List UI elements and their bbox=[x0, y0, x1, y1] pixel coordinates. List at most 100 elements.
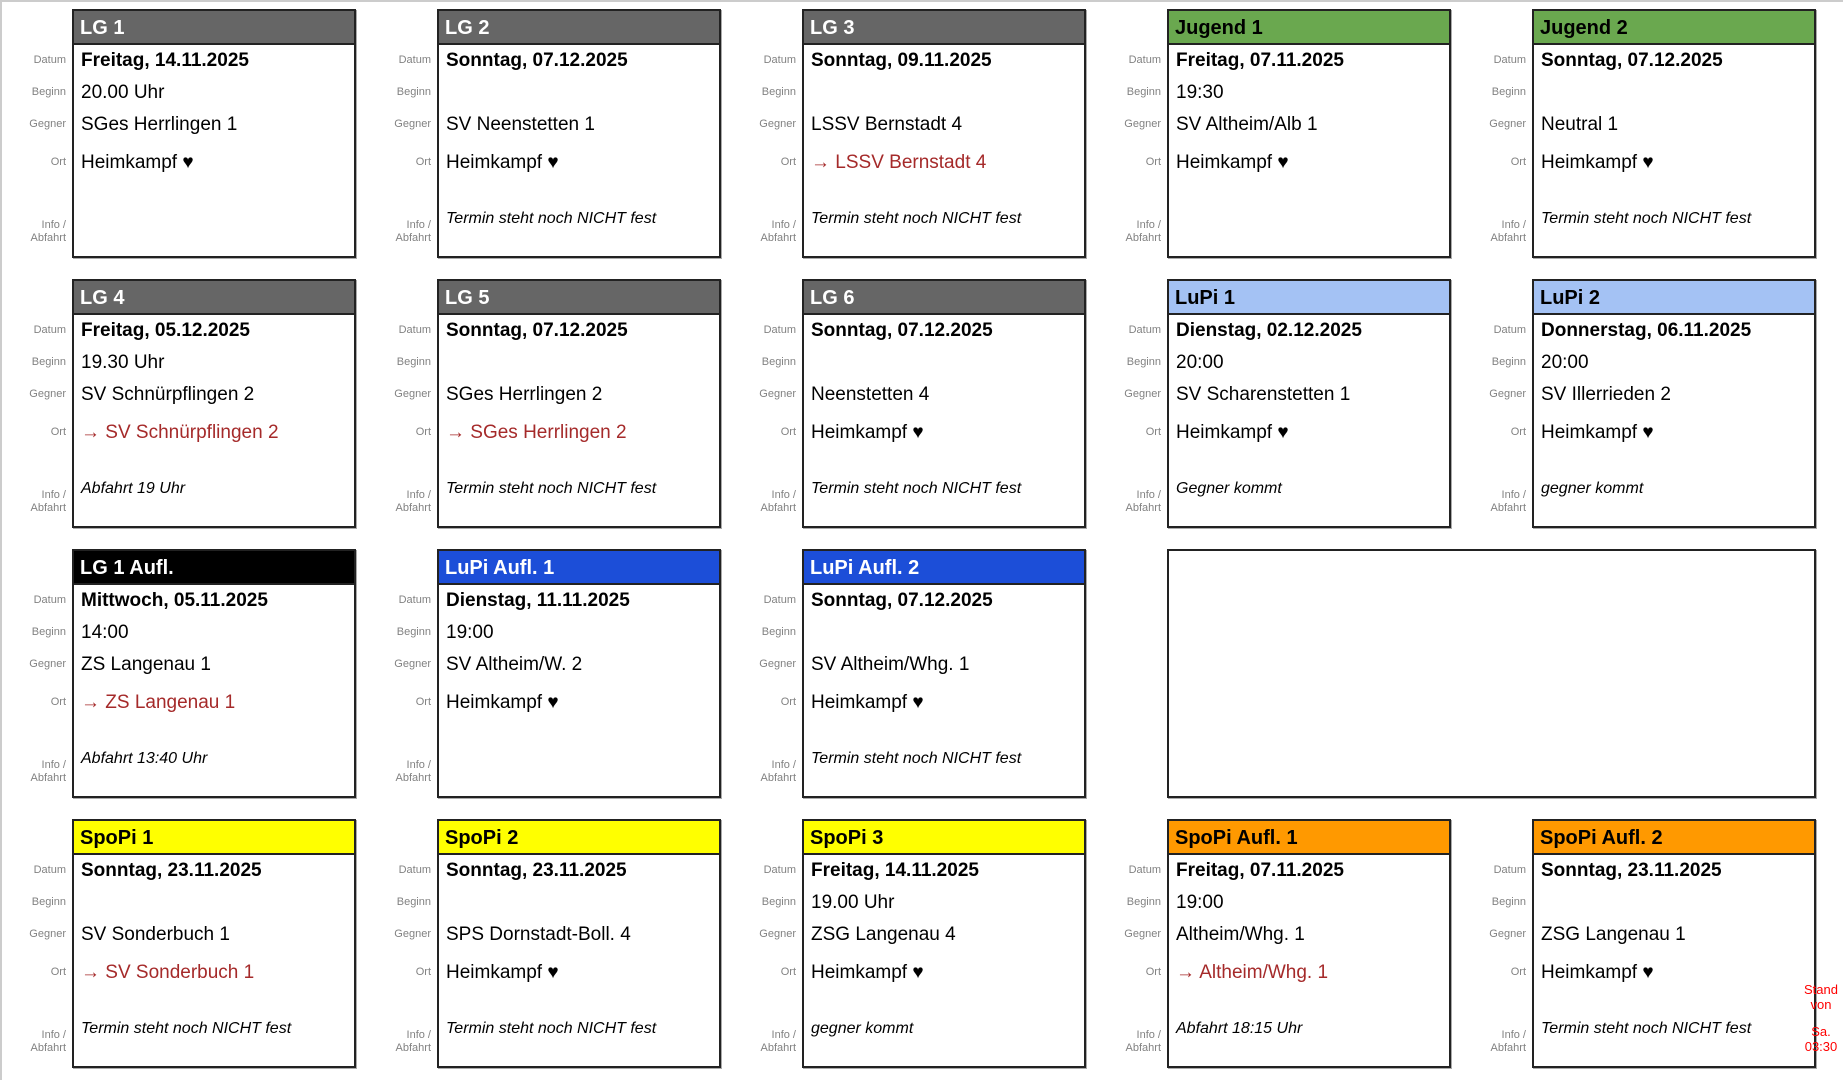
info-label-line2: Abfahrt bbox=[1125, 502, 1161, 514]
match-date: Freitag, 07.11.2025 bbox=[1176, 860, 1344, 881]
match-opponent: LSSV Bernstadt 4 bbox=[811, 114, 963, 135]
match-opponent: SV Scharenstetten 1 bbox=[1176, 384, 1351, 405]
info-abfahrt-label: Info / Abfahrt bbox=[1468, 489, 1532, 528]
match-location: Heimkampf ♥ bbox=[446, 692, 559, 713]
match-start-time bbox=[439, 347, 719, 379]
beginn-label: Beginn bbox=[31, 86, 66, 98]
match-date: Freitag, 14.11.2025 bbox=[811, 860, 979, 881]
match-location: Heimkampf ♥ bbox=[1176, 422, 1289, 443]
beginn-label: Beginn bbox=[761, 86, 796, 98]
match-card: SpoPi 2 Sonntag, 23.11.2025 SPS Dornstad… bbox=[437, 819, 721, 1068]
card-lg-4: Datum Beginn Gegner Ort Info / Abfahrt L… bbox=[8, 279, 356, 528]
card-title: LG 4 bbox=[74, 281, 354, 315]
match-location: Heimkampf ♥ bbox=[446, 962, 559, 983]
match-card: SpoPi 1 Sonntag, 23.11.2025 SV Sonderbuc… bbox=[72, 819, 356, 1068]
datum-label: Datum bbox=[398, 594, 431, 606]
match-date: Freitag, 05.12.2025 bbox=[81, 320, 250, 341]
info-abfahrt-label: Info / Abfahrt bbox=[8, 759, 72, 798]
match-date: Sonntag, 23.11.2025 bbox=[81, 860, 262, 881]
info-abfahrt-label: Info / Abfahrt bbox=[373, 759, 437, 798]
match-info-note: Gegner kommt bbox=[1176, 480, 1282, 497]
beginn-label: Beginn bbox=[1126, 86, 1161, 98]
row-label-column: Datum Beginn Gegner Ort Info / Abfahrt bbox=[373, 9, 437, 258]
card-spopi-2: Datum Beginn Gegner Ort Info / Abfahrt S… bbox=[373, 819, 721, 1068]
gegner-label: Gegner bbox=[394, 928, 431, 940]
match-start-time: 19:00 bbox=[446, 622, 494, 643]
row-label-column-empty bbox=[1103, 549, 1167, 798]
match-location: Heimkampf ♥ bbox=[81, 152, 194, 173]
match-location-away-link[interactable]: → SV Schnürpflingen 2 bbox=[81, 422, 279, 443]
card-title: LG 6 bbox=[804, 281, 1084, 315]
match-location-away-link[interactable]: → Altheim/Whg. 1 bbox=[1176, 962, 1329, 983]
match-date: Sonntag, 07.12.2025 bbox=[811, 590, 993, 611]
info-label-line2: Abfahrt bbox=[760, 232, 796, 244]
empty-schedule-slot bbox=[1167, 549, 1816, 798]
match-start-time bbox=[1534, 887, 1814, 919]
beginn-label: Beginn bbox=[1491, 356, 1526, 368]
match-info-note bbox=[439, 723, 719, 796]
info-abfahrt-label: Info / Abfahrt bbox=[373, 1029, 437, 1068]
card-spopi-1: Datum Beginn Gegner Ort Info / Abfahrt S… bbox=[8, 819, 356, 1068]
info-abfahrt-label: Info / Abfahrt bbox=[373, 219, 437, 258]
info-label-line1: Info / bbox=[1136, 489, 1161, 501]
card-title: SpoPi 1 bbox=[74, 821, 354, 855]
match-start-time bbox=[804, 347, 1084, 379]
empty-slot-unit bbox=[1103, 549, 1816, 798]
info-label-line2: Abfahrt bbox=[1125, 232, 1161, 244]
ort-label: Ort bbox=[1145, 426, 1161, 438]
row-label-column: Datum Beginn Gegner Ort Info / Abfahrt bbox=[738, 9, 802, 258]
beginn-label: Beginn bbox=[31, 896, 66, 908]
match-date: Sonntag, 09.11.2025 bbox=[811, 50, 992, 71]
info-label-line2: Abfahrt bbox=[760, 502, 796, 514]
match-opponent: SV Altheim/Alb 1 bbox=[1176, 114, 1318, 135]
card-lg-6: Datum Beginn Gegner Ort Info / Abfahrt L… bbox=[738, 279, 1086, 528]
match-info-note: Termin steht noch NICHT fest bbox=[1541, 1020, 1752, 1037]
schedule-row: Datum Beginn Gegner Ort Info / Abfahrt L… bbox=[8, 549, 1833, 798]
gegner-label: Gegner bbox=[394, 118, 431, 130]
info-label-line1: Info / bbox=[406, 1029, 431, 1041]
row-label-column: Datum Beginn Gegner Ort Info / Abfahrt bbox=[738, 279, 802, 528]
ort-label: Ort bbox=[780, 156, 796, 168]
card-spopi-aufl-1: Datum Beginn Gegner Ort Info / Abfahrt S… bbox=[1103, 819, 1451, 1068]
beginn-label: Beginn bbox=[1491, 896, 1526, 908]
card-title: LuPi Aufl. 2 bbox=[804, 551, 1084, 585]
match-location: Heimkampf ♥ bbox=[1541, 962, 1654, 983]
card-lupi-aufl-2: Datum Beginn Gegner Ort Info / Abfahrt L… bbox=[738, 549, 1086, 798]
row-label-column: Datum Beginn Gegner Ort Info / Abfahrt bbox=[1103, 279, 1167, 528]
note-line: von bbox=[1810, 997, 1832, 1012]
datum-label: Datum bbox=[1128, 324, 1161, 336]
match-date: Sonntag, 07.12.2025 bbox=[811, 320, 993, 341]
match-card: LG 6 Sonntag, 07.12.2025 Neenstetten 4 H… bbox=[802, 279, 1086, 528]
info-label-line2: Abfahrt bbox=[395, 502, 431, 514]
match-card: Jugend 1 Freitag, 07.11.2025 19:30 SV Al… bbox=[1167, 9, 1451, 258]
info-label-line1: Info / bbox=[41, 489, 66, 501]
info-abfahrt-label: Info / Abfahrt bbox=[738, 489, 802, 528]
match-location-away-link[interactable]: → SV Sonderbuch 1 bbox=[81, 962, 255, 983]
datum-label: Datum bbox=[398, 324, 431, 336]
row-label-column: Datum Beginn Gegner Ort Info / Abfahrt bbox=[738, 819, 802, 1068]
datum-label: Datum bbox=[33, 864, 66, 876]
info-abfahrt-label: Info / Abfahrt bbox=[1103, 1029, 1167, 1068]
ort-label: Ort bbox=[780, 966, 796, 978]
match-opponent: SV Neenstetten 1 bbox=[446, 114, 595, 135]
info-label-line1: Info / bbox=[1501, 219, 1526, 231]
info-abfahrt-label: Info / Abfahrt bbox=[738, 759, 802, 798]
match-date: Sonntag, 07.12.2025 bbox=[446, 50, 628, 71]
row-label-column: Datum Beginn Gegner Ort Info / Abfahrt bbox=[8, 279, 72, 528]
match-info-note bbox=[74, 183, 354, 256]
match-info-note: Termin steht noch NICHT fest bbox=[446, 480, 657, 497]
match-card: LG 2 Sonntag, 07.12.2025 SV Neenstetten … bbox=[437, 9, 721, 258]
datum-label: Datum bbox=[1493, 324, 1526, 336]
match-date: Freitag, 14.11.2025 bbox=[81, 50, 249, 71]
match-location-away-link[interactable]: → LSSV Bernstadt 4 bbox=[811, 152, 987, 173]
match-info-note: Termin steht noch NICHT fest bbox=[811, 750, 1022, 767]
schedule-grid: Datum Beginn Gegner Ort Info / Abfahrt L… bbox=[8, 9, 1833, 1089]
ort-label: Ort bbox=[780, 696, 796, 708]
info-label-line1: Info / bbox=[41, 219, 66, 231]
match-location-away-link[interactable]: → ZS Langenau 1 bbox=[81, 692, 236, 713]
info-label-line2: Abfahrt bbox=[30, 232, 66, 244]
gegner-label: Gegner bbox=[1124, 118, 1161, 130]
match-opponent: ZSG Langenau 4 bbox=[811, 924, 956, 945]
match-location-away-link[interactable]: → SGes Herrlingen 2 bbox=[446, 422, 627, 443]
match-start-time: 19.00 Uhr bbox=[811, 892, 895, 913]
